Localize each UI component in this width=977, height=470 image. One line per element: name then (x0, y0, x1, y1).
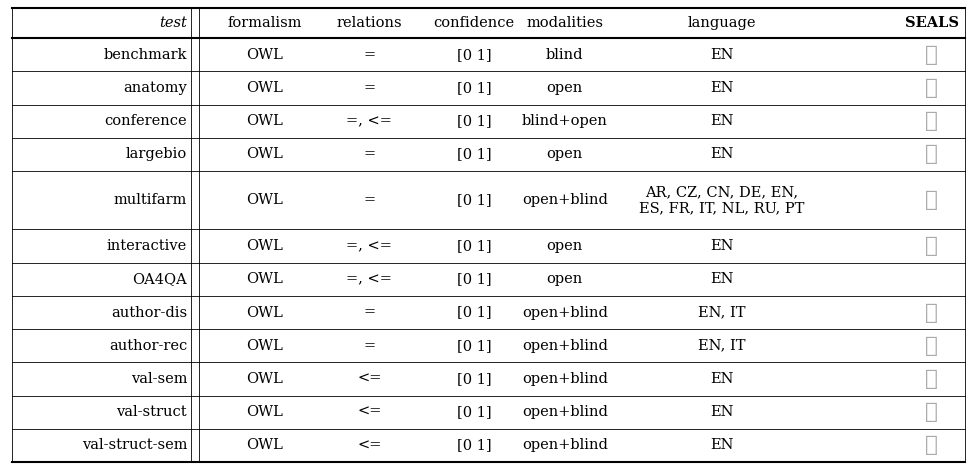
Text: [0 1]: [0 1] (457, 81, 491, 95)
Text: ✓: ✓ (925, 77, 938, 99)
Text: open: open (546, 239, 583, 253)
Text: conference: conference (105, 114, 188, 128)
Text: ✓: ✓ (925, 302, 938, 323)
Text: [0 1]: [0 1] (457, 272, 491, 286)
Text: formalism: formalism (228, 16, 302, 30)
Text: open: open (546, 272, 583, 286)
Text: multifarm: multifarm (113, 193, 188, 207)
Text: <=: <= (358, 439, 382, 453)
Text: EN: EN (710, 272, 734, 286)
Text: EN: EN (710, 405, 734, 419)
Text: =, <=: =, <= (347, 239, 393, 253)
Text: ✓: ✓ (925, 368, 938, 390)
Text: anatomy: anatomy (123, 81, 188, 95)
Text: interactive: interactive (106, 239, 188, 253)
Text: OWL: OWL (246, 239, 283, 253)
Text: author-rec: author-rec (108, 339, 188, 352)
Text: open+blind: open+blind (522, 439, 608, 453)
Text: open+blind: open+blind (522, 372, 608, 386)
Text: AR, CZ, CN, DE, EN,: AR, CZ, CN, DE, EN, (646, 185, 798, 199)
Text: [0 1]: [0 1] (457, 148, 491, 162)
Text: confidence: confidence (434, 16, 515, 30)
Text: OWL: OWL (246, 193, 283, 207)
Text: =, <=: =, <= (347, 272, 393, 286)
Text: ✓: ✓ (925, 434, 938, 456)
Text: =: = (363, 48, 375, 62)
Text: =: = (363, 306, 375, 320)
Text: =, <=: =, <= (347, 114, 393, 128)
Text: EN: EN (710, 372, 734, 386)
Text: EN, IT: EN, IT (699, 306, 745, 320)
Text: EN: EN (710, 48, 734, 62)
Text: ✓: ✓ (925, 110, 938, 132)
Text: ✓: ✓ (925, 44, 938, 66)
Text: =: = (363, 81, 375, 95)
Text: OWL: OWL (246, 405, 283, 419)
Text: [0 1]: [0 1] (457, 306, 491, 320)
Text: OA4QA: OA4QA (133, 272, 188, 286)
Text: [0 1]: [0 1] (457, 405, 491, 419)
Text: OWL: OWL (246, 48, 283, 62)
Text: OWL: OWL (246, 148, 283, 162)
Text: EN: EN (710, 81, 734, 95)
Text: OWL: OWL (246, 81, 283, 95)
Text: open: open (546, 148, 583, 162)
Text: ✓: ✓ (925, 143, 938, 165)
Text: =: = (363, 339, 375, 352)
Text: EN: EN (710, 439, 734, 453)
Text: OWL: OWL (246, 306, 283, 320)
Text: ✓: ✓ (925, 189, 938, 212)
Text: author-dis: author-dis (111, 306, 188, 320)
Text: SEALS: SEALS (905, 16, 958, 30)
Text: val-struct-sem: val-struct-sem (82, 439, 188, 453)
Text: <=: <= (358, 372, 382, 386)
Text: OWL: OWL (246, 439, 283, 453)
Text: OWL: OWL (246, 372, 283, 386)
Text: blind: blind (546, 48, 583, 62)
Text: EN, IT: EN, IT (699, 339, 745, 352)
Text: EN: EN (710, 114, 734, 128)
Text: val-sem: val-sem (131, 372, 188, 386)
Text: open+blind: open+blind (522, 306, 608, 320)
Text: [0 1]: [0 1] (457, 439, 491, 453)
Text: EN: EN (710, 148, 734, 162)
Text: test: test (159, 16, 188, 30)
Text: OWL: OWL (246, 272, 283, 286)
Text: blind+open: blind+open (522, 114, 608, 128)
Text: =: = (363, 148, 375, 162)
Text: [0 1]: [0 1] (457, 114, 491, 128)
Text: modalities: modalities (527, 16, 603, 30)
Text: largebio: largebio (126, 148, 188, 162)
Text: =: = (363, 193, 375, 207)
Text: open+blind: open+blind (522, 339, 608, 352)
Text: ✓: ✓ (925, 335, 938, 357)
Text: [0 1]: [0 1] (457, 339, 491, 352)
Text: ES, FR, IT, NL, RU, PT: ES, FR, IT, NL, RU, PT (639, 202, 805, 215)
Text: <=: <= (358, 405, 382, 419)
Text: OWL: OWL (246, 114, 283, 128)
Text: open+blind: open+blind (522, 193, 608, 207)
Text: language: language (688, 16, 756, 30)
Text: ✓: ✓ (925, 235, 938, 257)
Text: [0 1]: [0 1] (457, 193, 491, 207)
Text: [0 1]: [0 1] (457, 239, 491, 253)
Text: [0 1]: [0 1] (457, 372, 491, 386)
Text: benchmark: benchmark (104, 48, 188, 62)
Text: val-struct: val-struct (116, 405, 188, 419)
Text: relations: relations (336, 16, 403, 30)
Text: EN: EN (710, 239, 734, 253)
Text: ✓: ✓ (925, 401, 938, 423)
Text: OWL: OWL (246, 339, 283, 352)
Text: [0 1]: [0 1] (457, 48, 491, 62)
Text: open: open (546, 81, 583, 95)
Text: open+blind: open+blind (522, 405, 608, 419)
